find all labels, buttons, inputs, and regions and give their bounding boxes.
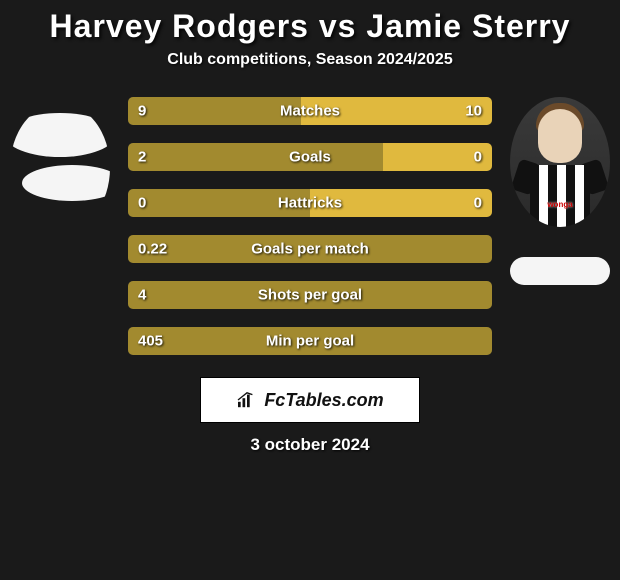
- stat-label: Goals per match: [251, 241, 369, 258]
- stats-bars: 9 10 Matches 2 0 Goals 0 0 Hattricks 0.22 Goals pe…: [120, 97, 500, 355]
- main-layout: 9 10 Matches 2 0 Goals 0 0 Hattricks 0.22 Goals pe…: [0, 97, 620, 355]
- stat-row: 0 0 Hattricks: [128, 189, 492, 217]
- stat-row: 9 10 Matches: [128, 97, 492, 125]
- vs-text: vs: [319, 8, 357, 44]
- stat-value-left: 0.22: [138, 241, 167, 258]
- stat-row: 0.22 Goals per match: [128, 235, 492, 263]
- comparison-card: Harvey Rodgers vs Jamie Sterry Club comp…: [0, 0, 620, 580]
- stat-label: Matches: [280, 103, 340, 120]
- player2-column: wonga: [500, 97, 620, 285]
- portrait-jersey: wonga: [515, 157, 605, 227]
- page-title: Harvey Rodgers vs Jamie Sterry: [50, 8, 571, 45]
- brand-text: FcTables.com: [264, 390, 383, 411]
- placeholder-shape: [22, 165, 110, 201]
- jersey-body: [530, 165, 590, 227]
- stat-label: Shots per goal: [258, 287, 362, 304]
- stat-bar-left: [128, 97, 301, 125]
- brand-badge: FcTables.com: [200, 377, 420, 423]
- player2-name: Jamie Sterry: [366, 8, 570, 44]
- stat-row: 2 0 Goals: [128, 143, 492, 171]
- stat-label: Hattricks: [278, 195, 342, 212]
- player2-portrait: wonga: [510, 97, 610, 227]
- subtitle: Club competitions, Season 2024/2025: [167, 51, 452, 69]
- player1-column: [0, 97, 120, 253]
- stat-label: Min per goal: [266, 333, 354, 350]
- stat-row: 405 Min per goal: [128, 327, 492, 355]
- stat-row: 4 Shots per goal: [128, 281, 492, 309]
- stat-value-right: 10: [465, 103, 482, 120]
- stat-value-right: 0: [474, 195, 482, 212]
- player1-name: Harvey Rodgers: [50, 8, 309, 44]
- stat-label: Goals: [289, 149, 331, 166]
- footer-date: 3 october 2024: [250, 435, 369, 455]
- stat-value-right: 0: [474, 149, 482, 166]
- team-badge-placeholder: [510, 257, 610, 285]
- stat-bar-left: [128, 143, 383, 171]
- placeholder-shape: [10, 113, 110, 157]
- chart-icon: [236, 391, 258, 409]
- player1-portrait: [10, 103, 110, 233]
- stat-value-left: 2: [138, 149, 146, 166]
- portrait-head: [538, 109, 582, 163]
- stat-value-left: 9: [138, 103, 146, 120]
- stat-value-left: 0: [138, 195, 146, 212]
- stat-value-left: 405: [138, 333, 163, 350]
- jersey-sponsor: wonga: [546, 200, 573, 209]
- stat-value-left: 4: [138, 287, 146, 304]
